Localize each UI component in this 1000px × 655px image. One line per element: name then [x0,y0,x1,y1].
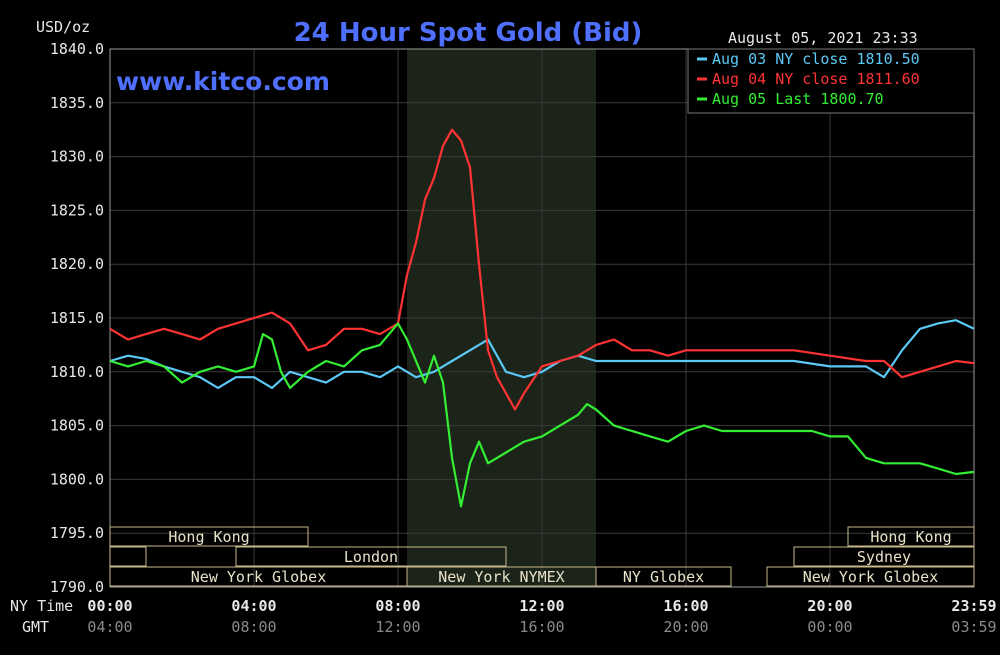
x-tick-label-ny: 08:00 [375,597,420,615]
session-bar: London [235,546,507,567]
session-bar: New York Globex [766,566,975,587]
chart-title: 24 Hour Spot Gold (Bid) [294,18,643,48]
gmt-row-label: GMT [22,618,49,636]
x-tick-label-gmt: 04:00 [87,618,132,636]
y-tick-label: 1840.0 [50,40,104,58]
session-bar-outline [766,566,975,587]
x-tick-label-gmt: 20:00 [663,618,708,636]
session-bar: Hong Kong [847,526,975,547]
legend-label-aug05: Aug 05 Last 1800.70 [712,90,884,108]
session-bar-outline [235,546,507,567]
session-label: London [344,548,398,566]
x-tick-label-gmt: 00:00 [807,618,852,636]
y-tick-label: 1795.0 [50,524,104,542]
x-tick-label-ny: 20:00 [807,597,852,615]
y-tick-label: 1835.0 [50,94,104,112]
y-tick-label: 1825.0 [50,201,104,219]
ny-time-row-label: NY Time [10,597,73,615]
session-bar-outline [109,546,147,567]
legend-label-aug03: Aug 03 NY close 1810.50 [712,50,920,68]
watermark: www.kitco.com [116,67,330,96]
y-axis-labels: 1840.0 1835.0 1830.0 1825.0 1820.0 1815.0 1810… [50,40,104,596]
y-tick-label: 1820.0 [50,255,104,273]
session-bar [109,546,147,567]
session-label: New York NYMEX [438,568,564,586]
legend: Aug 03 NY close 1810.50 Aug 04 NY close … [697,50,920,108]
session-label: Hong Kong [870,528,951,546]
y-tick-label: 1790.0 [50,578,104,596]
x-tick-label-gmt: 03:59 [951,618,996,636]
series-line [109,319,975,389]
session-bar-outline [793,546,975,567]
session-bar: Hong Kong [109,526,309,547]
y-tick-label: 1810.0 [50,363,104,381]
session-bar-outline [847,526,975,547]
legend-box [687,48,975,114]
session-bar-outline [109,526,309,547]
session-label: New York Globex [803,568,938,586]
series-line [109,322,975,508]
y-tick-label: 1815.0 [50,309,104,327]
legend-label-aug04: Aug 04 NY close 1811.60 [712,70,920,88]
x-tick-label-ny: 04:00 [231,597,276,615]
x-axis-labels: 00:00 04:00 04:00 08:00 08:00 12:00 12:00 16:00… [87,597,996,636]
x-tick-label-gmt: 16:00 [519,618,564,636]
series-lines [109,128,975,508]
session-label: NY Globex [623,568,704,586]
x-tick-label-gmt: 12:00 [375,618,420,636]
unit-label: USD/oz [36,18,90,36]
x-tick-label-gmt: 08:00 [231,618,276,636]
y-tick-label: 1800.0 [50,470,104,488]
session-label: Hong Kong [168,528,249,546]
series-line [109,128,975,411]
x-tick-label-ny: 00:00 [87,597,132,615]
y-tick-label: 1830.0 [50,148,104,166]
session-label: Sydney [857,548,911,566]
plot-frame [109,48,975,588]
market-sessions: Hong Kong Hong Kong London Sydney New York G… [109,526,975,587]
session-label: New York Globex [191,568,326,586]
x-tick-label-ny: 23:59 [951,597,996,615]
session-bar-outline [595,566,732,587]
timestamp: August 05, 2021 23:33 [728,29,918,47]
session-bar: Sydney [793,546,975,567]
x-tick-label-ny: 12:00 [519,597,564,615]
x-tick-label-ny: 16:00 [663,597,708,615]
session-bar: NY Globex [595,566,732,587]
y-tick-label: 1805.0 [50,417,104,435]
